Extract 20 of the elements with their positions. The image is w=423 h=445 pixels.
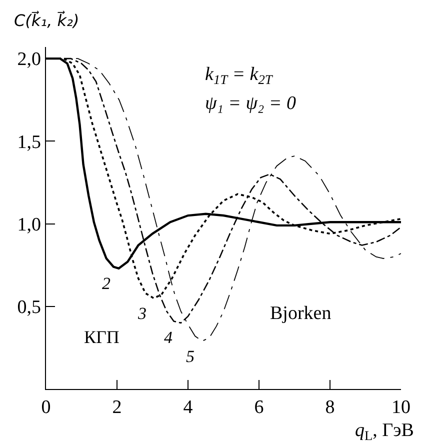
- y-tick-label: 2,0: [17, 49, 42, 70]
- x-tick-label: 10: [392, 396, 410, 418]
- y-axis-title: C(k⃗₁, k⃗₂): [14, 10, 80, 30]
- x-tick-label: 8: [325, 396, 335, 418]
- x-axis-title: q$_{L}$, ГэВ: [355, 420, 414, 443]
- x-tick-label: 6: [254, 396, 264, 418]
- annotation: Bjorken: [270, 303, 332, 324]
- series-label: 5: [186, 347, 194, 366]
- x-tick-label: 4: [183, 396, 194, 418]
- series-label: 2: [102, 274, 111, 293]
- y-tick-label: 1,5: [17, 132, 42, 153]
- x-tick-label: 0: [41, 396, 51, 418]
- series-label: 4: [164, 328, 173, 347]
- y-tick-label: 0,5: [17, 297, 42, 318]
- series-label: 3: [137, 304, 146, 323]
- y-tick-label: 1,0: [17, 214, 42, 236]
- annotation: ψ₁ = ψ₂ = 0: [205, 93, 296, 114]
- annotation: КГП: [84, 327, 120, 347]
- x-tick-label: 2: [112, 396, 122, 418]
- annotation: k$_{1T}$ = k$_{2T}$: [205, 64, 274, 87]
